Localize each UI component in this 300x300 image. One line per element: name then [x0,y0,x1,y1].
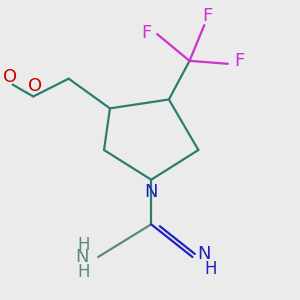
Text: O: O [3,68,17,86]
Text: H: H [204,260,216,278]
Text: F: F [202,7,212,25]
Text: N: N [145,183,158,201]
Text: H: H [77,236,90,254]
Text: O: O [28,77,42,95]
Text: N: N [75,248,89,266]
Text: F: F [142,24,152,42]
Text: N: N [197,245,211,263]
Text: H: H [77,263,90,281]
Text: F: F [235,52,245,70]
